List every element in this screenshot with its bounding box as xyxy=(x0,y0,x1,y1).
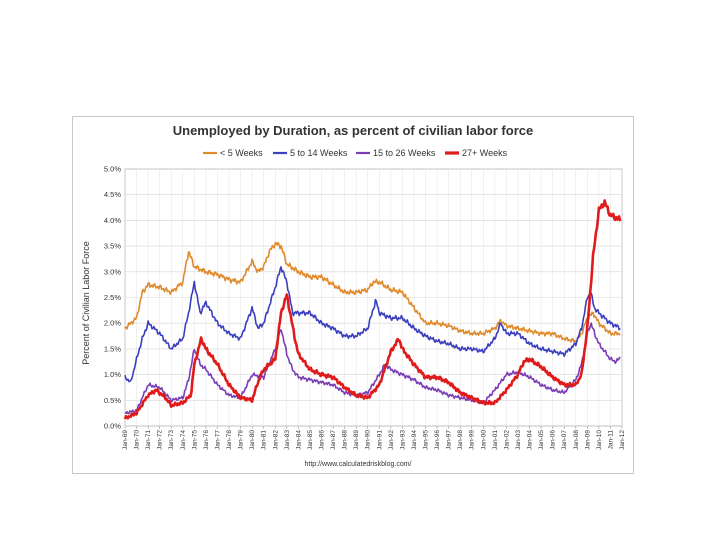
y-tick-8: 4.0% xyxy=(104,216,121,225)
x-tick-18: Jan-87 xyxy=(330,430,337,450)
x-tick-13: Jan-82 xyxy=(272,430,279,450)
x-tick-26: Jan-95 xyxy=(423,430,430,450)
y-tick-6: 3.0% xyxy=(104,267,121,276)
x-tick-16: Jan-85 xyxy=(307,430,314,450)
y-tick-9: 4.5% xyxy=(104,190,121,199)
series-line-0 xyxy=(124,241,621,343)
x-tick-36: Jan-05 xyxy=(538,430,545,450)
x-tick-12: Jan-81 xyxy=(261,430,268,450)
y-axis-label: Percent of Civilian Labor Force xyxy=(81,241,91,365)
x-tick-6: Jan-75 xyxy=(191,430,198,450)
x-tick-33: Jan-02 xyxy=(503,430,510,450)
y-tick-10: 5.0% xyxy=(104,165,121,174)
chart-svg: Unemployed by Duration, as percent of ci… xyxy=(81,123,626,468)
x-tick-4: Jan-73 xyxy=(168,430,175,450)
x-tick-1: Jan-70 xyxy=(134,430,141,450)
legend: < 5 Weeks 5 to 14 Weeks 15 to 26 Weeks 27+ … xyxy=(203,148,508,158)
y-tick-7: 3.5% xyxy=(104,242,121,251)
chart-frame: Unemployed by Duration, as percent of ci… xyxy=(72,116,634,474)
x-tick-35: Jan-04 xyxy=(527,430,534,450)
x-tick-37: Jan-06 xyxy=(550,430,557,450)
x-tick-9: Jan-78 xyxy=(226,430,233,450)
x-tick-34: Jan-03 xyxy=(515,430,522,450)
x-axis: Jan-69 Jan-70 Jan-71 Jan-72 Jan-73 Jan-74 Jan-… xyxy=(122,426,626,450)
y-tick-2: 1.0% xyxy=(104,370,121,379)
series-line-1 xyxy=(124,266,621,383)
x-tick-29: Jan-98 xyxy=(457,430,464,450)
x-tick-2: Jan-71 xyxy=(145,430,152,450)
y-axis: 0.0% 0.5% 1.0% 1.5% 2.0% 2.5% 3.0% 3.5% 4.0% 4.5%… xyxy=(104,165,121,431)
x-tick-14: Jan-83 xyxy=(284,430,291,450)
x-tick-19: Jan-88 xyxy=(342,430,349,450)
x-tick-11: Jan-80 xyxy=(249,430,256,450)
source-credit: http://www.calculatedriskblog.com/ xyxy=(305,461,412,468)
x-tick-24: Jan-93 xyxy=(399,430,406,450)
x-tick-0: Jan-69 xyxy=(122,430,129,450)
x-tick-27: Jan-96 xyxy=(434,430,441,450)
legend-label-2: 15 to 26 Weeks xyxy=(373,148,436,158)
legend-label-3: 27+ Weeks xyxy=(462,148,508,158)
y-tick-4: 2.0% xyxy=(104,319,121,328)
x-tick-17: Jan-86 xyxy=(318,430,325,450)
x-tick-32: Jan-01 xyxy=(492,430,499,450)
grid xyxy=(124,168,623,427)
series-line-2 xyxy=(124,322,621,415)
x-tick-41: Jan-10 xyxy=(596,430,603,450)
chart-title: Unemployed by Duration, as percent of ci… xyxy=(173,123,533,138)
x-tick-22: Jan-91 xyxy=(376,430,383,450)
x-tick-21: Jan-90 xyxy=(365,430,372,450)
y-tick-0: 0.0% xyxy=(104,422,121,431)
x-tick-7: Jan-76 xyxy=(203,430,210,450)
x-tick-20: Jan-89 xyxy=(353,430,360,450)
legend-label-0: < 5 Weeks xyxy=(220,148,263,158)
y-tick-3: 1.5% xyxy=(104,344,121,353)
x-tick-31: Jan-00 xyxy=(480,430,487,450)
series-lines xyxy=(123,199,622,420)
x-tick-15: Jan-84 xyxy=(295,430,302,450)
x-tick-23: Jan-92 xyxy=(388,430,395,450)
x-tick-40: Jan-09 xyxy=(584,430,591,450)
x-tick-5: Jan-74 xyxy=(180,430,187,450)
legend-label-1: 5 to 14 Weeks xyxy=(290,148,348,158)
x-tick-3: Jan-72 xyxy=(157,430,164,450)
x-tick-8: Jan-77 xyxy=(214,430,221,450)
x-tick-38: Jan-07 xyxy=(561,430,568,450)
x-tick-43: Jan-12 xyxy=(619,430,626,450)
x-tick-42: Jan-11 xyxy=(607,430,614,450)
y-tick-5: 2.5% xyxy=(104,293,121,302)
y-tick-1: 0.5% xyxy=(104,396,121,405)
x-tick-25: Jan-94 xyxy=(411,430,418,450)
x-tick-39: Jan-08 xyxy=(573,430,580,450)
series-line-3 xyxy=(123,199,622,420)
x-tick-28: Jan-97 xyxy=(446,430,453,450)
x-tick-30: Jan-99 xyxy=(469,430,476,450)
x-tick-10: Jan-79 xyxy=(238,430,245,450)
